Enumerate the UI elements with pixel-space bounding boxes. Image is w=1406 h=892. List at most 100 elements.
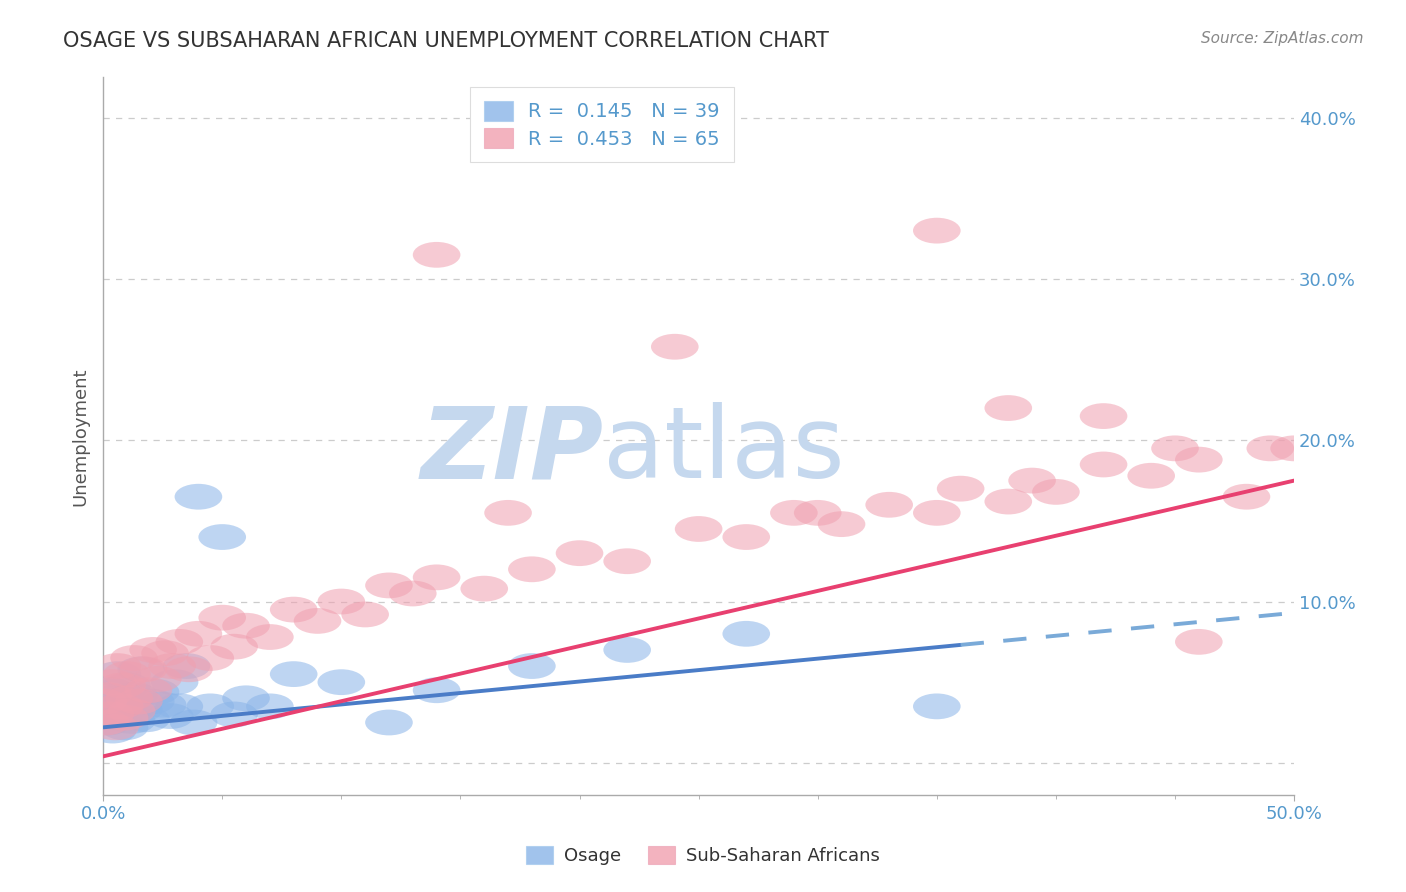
Ellipse shape: [96, 693, 143, 719]
Ellipse shape: [1128, 463, 1175, 489]
Ellipse shape: [484, 500, 531, 525]
Ellipse shape: [1270, 435, 1317, 461]
Ellipse shape: [108, 698, 156, 724]
Ellipse shape: [82, 710, 129, 735]
Ellipse shape: [84, 710, 132, 735]
Ellipse shape: [94, 653, 141, 679]
Ellipse shape: [508, 557, 555, 582]
Ellipse shape: [132, 679, 180, 705]
Ellipse shape: [108, 708, 156, 734]
Ellipse shape: [1032, 479, 1080, 505]
Ellipse shape: [651, 334, 699, 359]
Ellipse shape: [156, 693, 204, 719]
Ellipse shape: [103, 661, 150, 687]
Text: OSAGE VS SUBSAHARAN AFRICAN UNEMPLOYMENT CORRELATION CHART: OSAGE VS SUBSAHARAN AFRICAN UNEMPLOYMENT…: [63, 31, 830, 51]
Ellipse shape: [222, 613, 270, 639]
Ellipse shape: [246, 693, 294, 719]
Ellipse shape: [174, 483, 222, 509]
Ellipse shape: [98, 689, 146, 714]
Ellipse shape: [79, 685, 127, 711]
Ellipse shape: [125, 677, 172, 703]
Ellipse shape: [460, 575, 508, 601]
Ellipse shape: [723, 621, 770, 647]
Ellipse shape: [146, 703, 194, 729]
Ellipse shape: [149, 653, 195, 679]
Ellipse shape: [270, 661, 318, 687]
Ellipse shape: [318, 589, 366, 615]
Ellipse shape: [818, 511, 865, 537]
Ellipse shape: [912, 693, 960, 719]
Ellipse shape: [79, 689, 127, 714]
Ellipse shape: [156, 629, 204, 655]
Ellipse shape: [187, 693, 235, 719]
Ellipse shape: [1247, 435, 1294, 461]
Ellipse shape: [246, 624, 294, 650]
Ellipse shape: [127, 689, 174, 714]
Ellipse shape: [294, 608, 342, 634]
Ellipse shape: [134, 666, 181, 692]
Ellipse shape: [139, 692, 187, 718]
Ellipse shape: [865, 491, 912, 517]
Ellipse shape: [1080, 451, 1128, 477]
Legend: Osage, Sub-Saharan Africans: Osage, Sub-Saharan Africans: [519, 838, 887, 872]
Ellipse shape: [96, 705, 143, 731]
Ellipse shape: [141, 640, 188, 666]
Ellipse shape: [270, 597, 318, 623]
Ellipse shape: [912, 500, 960, 525]
Ellipse shape: [984, 489, 1032, 515]
Ellipse shape: [86, 701, 134, 727]
Ellipse shape: [98, 673, 146, 698]
Ellipse shape: [198, 605, 246, 631]
Ellipse shape: [129, 637, 177, 663]
Ellipse shape: [794, 500, 842, 525]
Ellipse shape: [211, 634, 257, 659]
Ellipse shape: [1175, 629, 1223, 655]
Text: Source: ZipAtlas.com: Source: ZipAtlas.com: [1201, 31, 1364, 46]
Ellipse shape: [174, 621, 222, 647]
Ellipse shape: [105, 698, 153, 724]
Ellipse shape: [413, 677, 460, 703]
Ellipse shape: [508, 653, 555, 679]
Legend: R =  0.145   N = 39, R =  0.453   N = 65: R = 0.145 N = 39, R = 0.453 N = 65: [470, 87, 734, 162]
Ellipse shape: [770, 500, 818, 525]
Ellipse shape: [675, 516, 723, 541]
Ellipse shape: [89, 669, 136, 695]
Ellipse shape: [105, 685, 153, 711]
Ellipse shape: [115, 697, 163, 723]
Ellipse shape: [82, 701, 129, 727]
Ellipse shape: [91, 714, 139, 740]
Ellipse shape: [723, 524, 770, 550]
Ellipse shape: [187, 645, 235, 671]
Ellipse shape: [1175, 447, 1223, 473]
Ellipse shape: [89, 718, 136, 743]
Ellipse shape: [413, 242, 460, 268]
Ellipse shape: [150, 669, 198, 695]
Text: ZIP: ZIP: [420, 402, 603, 500]
Ellipse shape: [342, 601, 389, 627]
Text: atlas: atlas: [603, 402, 845, 500]
Ellipse shape: [1223, 483, 1270, 509]
Ellipse shape: [101, 714, 149, 740]
Ellipse shape: [163, 653, 211, 679]
Ellipse shape: [122, 706, 170, 732]
Ellipse shape: [170, 710, 218, 735]
Ellipse shape: [318, 669, 366, 695]
Ellipse shape: [222, 685, 270, 711]
Ellipse shape: [936, 475, 984, 501]
Ellipse shape: [110, 645, 157, 671]
Ellipse shape: [120, 657, 167, 682]
Ellipse shape: [555, 541, 603, 566]
Ellipse shape: [115, 689, 163, 714]
Ellipse shape: [103, 673, 150, 698]
Ellipse shape: [94, 661, 141, 687]
Ellipse shape: [84, 682, 132, 708]
Ellipse shape: [1080, 403, 1128, 429]
Ellipse shape: [912, 218, 960, 244]
Ellipse shape: [413, 565, 460, 591]
Ellipse shape: [1152, 435, 1199, 461]
Ellipse shape: [86, 677, 134, 703]
Y-axis label: Unemployment: Unemployment: [72, 367, 89, 506]
Ellipse shape: [211, 701, 257, 727]
Ellipse shape: [603, 549, 651, 574]
Ellipse shape: [1008, 467, 1056, 493]
